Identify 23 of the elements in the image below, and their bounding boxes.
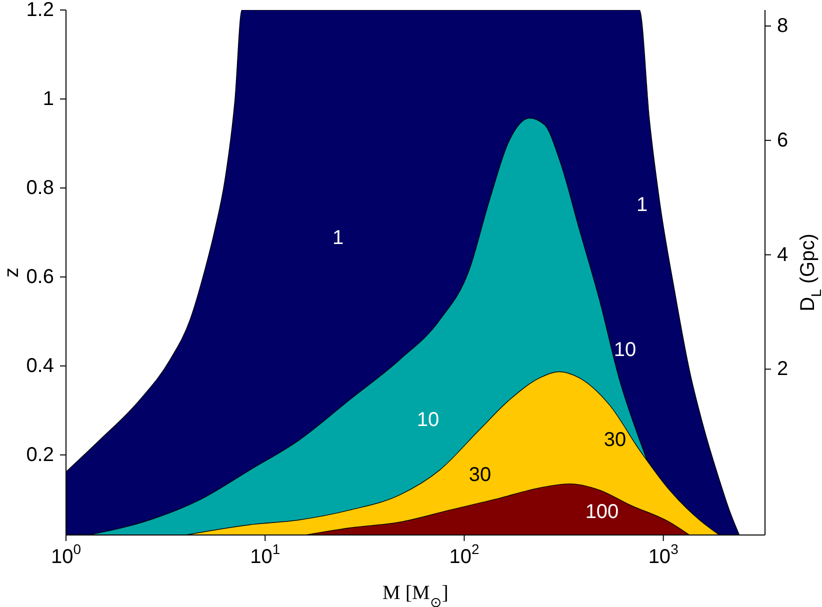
x-tick-label: 10$^{2}$	[449, 541, 480, 568]
y-tick-label: 0.2	[26, 444, 54, 466]
y-tick-label: 0.8	[26, 176, 54, 199]
y-tick-label: 0.6	[26, 266, 54, 288]
annotation: 1	[636, 194, 648, 216]
annotation: 1	[332, 227, 344, 249]
y-tick-label: 1	[42, 88, 54, 110]
y-tick-label: 1.2	[26, 0, 54, 21]
y2-tick-label: 2	[777, 358, 788, 380]
x-tick-label: 10$^{3}$	[648, 541, 679, 568]
x-tick-label: 10$^{1}$	[250, 541, 280, 568]
annotation: 10	[614, 339, 636, 361]
annotation: 10	[416, 409, 440, 431]
y2-tick-label: 6	[777, 129, 788, 152]
x-axis-title: M [M$_{⊙}$]	[382, 582, 448, 607]
y2-tick-label: 8	[777, 15, 788, 38]
y2-tick-label: 4	[777, 244, 788, 266]
annotation: 100	[585, 501, 619, 523]
x-tick-label: 10$^{0}$	[50, 541, 82, 568]
y-axis-title: z	[1, 268, 23, 278]
annotation: 30	[468, 464, 492, 486]
y-tick-label: 0.4	[26, 354, 54, 377]
annotation: 30	[604, 429, 626, 451]
